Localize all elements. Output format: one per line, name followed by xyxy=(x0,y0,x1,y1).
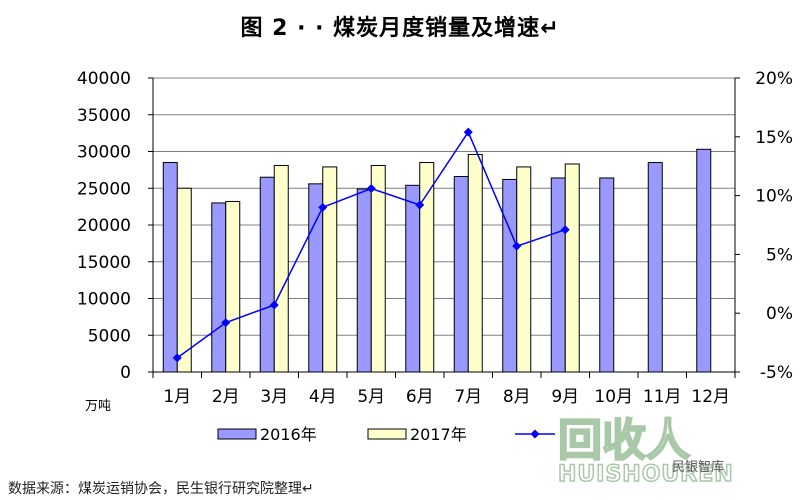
category-label: 8月 xyxy=(503,387,531,407)
left-axis-ticks: 40000 35000 30000 25000 20000 15000 10000 5000 0 xyxy=(77,69,153,383)
left-tick-label: 30000 xyxy=(77,143,131,163)
category-label: 9月 xyxy=(551,387,579,407)
category-label: 11月 xyxy=(643,387,682,407)
growth-point xyxy=(318,202,328,212)
left-tick-label: 15000 xyxy=(77,253,131,273)
category-label: 12月 xyxy=(691,387,730,407)
bar-2017年 xyxy=(516,166,532,373)
bar-2017年 xyxy=(467,153,483,373)
growth-line-series xyxy=(172,127,570,363)
left-tick-label: 35000 xyxy=(77,106,131,126)
bar-2016年 xyxy=(211,202,227,373)
watermark-logo: 回收人 HUISHOUREN xyxy=(557,404,778,494)
category-label: 4月 xyxy=(309,387,337,407)
watermark-sub-text: HUISHOUREN xyxy=(557,461,734,488)
left-tick-label: 25000 xyxy=(77,179,131,199)
axes xyxy=(152,77,736,378)
legend-label: 2017年 xyxy=(410,425,467,444)
bar-2016年 xyxy=(550,177,566,373)
chart-title: 图 2 · · 煤炭月度销量及增速↵ xyxy=(240,16,560,41)
category-label: 7月 xyxy=(454,387,482,407)
legend-swatch xyxy=(367,428,407,440)
category-label: 1月 xyxy=(163,387,191,407)
bar-2017年 xyxy=(564,163,580,373)
right-tick-label: 20% xyxy=(755,69,793,89)
growth-point xyxy=(415,200,425,210)
left-tick-label: 10000 xyxy=(77,290,131,310)
right-tick-label: -5% xyxy=(760,363,793,383)
watermark-main-text: 回收人 xyxy=(557,414,691,467)
bar-2016年 xyxy=(696,148,712,373)
bar-2016年 xyxy=(356,188,372,373)
growth-point xyxy=(512,241,522,251)
right-tick-label: 15% xyxy=(755,128,793,148)
wechat-label: 民银智库 xyxy=(672,460,725,475)
left-tick-label: 5000 xyxy=(88,326,131,346)
bar-2016年 xyxy=(259,176,275,373)
category-label: 3月 xyxy=(260,387,288,407)
growth-point xyxy=(560,225,570,235)
bar-2016年 xyxy=(502,178,518,373)
legend-line-marker xyxy=(530,429,540,439)
legend-swatch xyxy=(217,428,257,440)
right-tick-label: 5% xyxy=(766,245,793,265)
right-tick-label: 10% xyxy=(755,187,793,207)
legend-label: 2016年 xyxy=(260,425,317,444)
category-label: 5月 xyxy=(357,387,385,407)
growth-point xyxy=(366,184,376,194)
bar-2017年 xyxy=(225,200,241,373)
bar-2016年 xyxy=(599,177,615,373)
right-tick-label: 0% xyxy=(766,304,793,324)
bar-2016年 xyxy=(647,162,663,373)
left-tick-label: 40000 xyxy=(77,69,131,89)
growth-point xyxy=(221,318,231,328)
bar-2016年 xyxy=(405,184,421,373)
left-tick-label: 0 xyxy=(120,363,131,383)
bar-2017年 xyxy=(273,164,289,373)
growth-point xyxy=(463,127,473,137)
growth-point xyxy=(269,300,279,310)
bar-2016年 xyxy=(453,175,469,373)
legend: 2016年 2017年 xyxy=(217,425,555,444)
category-label: 2月 xyxy=(212,387,240,407)
growth-point xyxy=(172,353,182,363)
bar-2017年 xyxy=(176,187,192,373)
left-tick-label: 20000 xyxy=(77,216,131,236)
right-axis-ticks: 20% 15% 10% 5% 0% -5% xyxy=(735,69,793,383)
bar-2017年 xyxy=(370,164,386,373)
bar-series xyxy=(162,148,712,373)
category-label: 6月 xyxy=(406,387,434,407)
unit-label: 万吨 xyxy=(85,399,111,414)
grid-lines xyxy=(153,114,735,336)
bar-2016年 xyxy=(162,162,178,373)
source-note: 数据来源：煤炭运销协会，民生银行研究院整理↵ xyxy=(8,481,314,497)
category-label: 10月 xyxy=(594,387,633,407)
bar-2017年 xyxy=(322,166,338,373)
